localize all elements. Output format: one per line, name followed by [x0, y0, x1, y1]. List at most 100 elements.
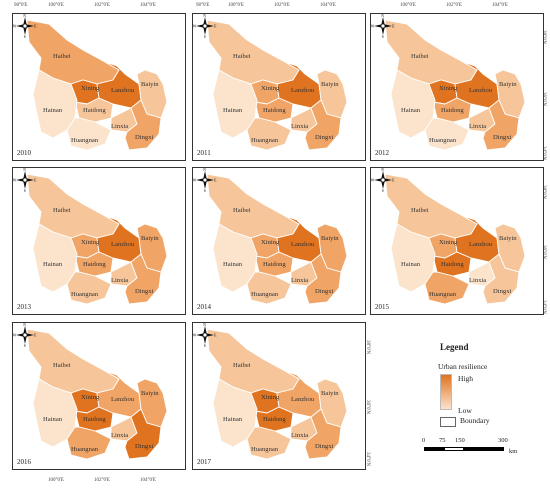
region-label: Lanzhou: [111, 87, 135, 94]
region-label: Hainan: [401, 261, 421, 268]
region-label: Hainan: [43, 107, 63, 114]
compass-e: E: [392, 178, 395, 182]
legend-boundary-label: Boundary: [460, 416, 490, 425]
lon-tick: 100°0'E: [48, 3, 64, 8]
scale-unit: km: [509, 448, 518, 455]
color-ramp: [440, 374, 452, 410]
region-label: Huangnan: [251, 291, 279, 298]
lon-tick: 104°0'E: [140, 3, 156, 8]
region-label: Haibei: [53, 207, 71, 214]
north-arrow-icon: N S E W: [193, 168, 217, 192]
compass-w: W: [13, 333, 17, 337]
region-label: Haibei: [411, 53, 429, 60]
region-label: Haidong: [441, 261, 464, 268]
boundary-swatch: [440, 417, 456, 427]
compass-w: W: [13, 178, 17, 182]
compass-w: W: [371, 24, 375, 28]
region-label: Hainan: [43, 416, 63, 423]
region-map: Haibei Xining Haidong Lanzhou Baiyin Hainan Li…: [26, 328, 168, 460]
region-label: Dingxi: [493, 134, 511, 141]
region-label: Linxia: [111, 277, 128, 284]
region-huangnan: [424, 271, 470, 305]
region-dingxi: [124, 253, 162, 305]
region-label: Haibei: [233, 53, 251, 60]
scale-label: 300: [498, 437, 508, 444]
lon-tick: 104°0'E: [320, 3, 336, 8]
compass-n: N: [203, 168, 206, 172]
legend-title: Legend: [440, 342, 469, 352]
compass-n: N: [381, 14, 384, 18]
region-label: Linxia: [291, 277, 308, 284]
scale-label: 75: [439, 437, 446, 444]
region-label: Hainan: [223, 416, 243, 423]
compass-e: E: [34, 24, 37, 28]
region-label: Lanzhou: [111, 396, 135, 403]
map-panel-2013: Haibei Xining Haidong Lanzhou Baiyin Hainan Li…: [12, 167, 186, 315]
region-map: Haibei Xining Haidong Lanzhou Baiyin Hainan Li…: [384, 19, 526, 151]
year-label: 2016: [17, 458, 31, 466]
region-label: Linxia: [469, 123, 486, 130]
region-huangnan: [424, 117, 470, 151]
region-label: Haibei: [411, 207, 429, 214]
region-label: Linxia: [291, 432, 308, 439]
legend-low-label: Low: [458, 406, 472, 415]
region-label: Baiyin: [499, 235, 517, 242]
map-panel-2010: Haibei Xining Haidong Lanzhou Baiyin Hainan Li…: [12, 13, 186, 161]
region-label: Haidong: [83, 416, 106, 423]
region-huangnan: [246, 117, 292, 151]
region-huangnan: [246, 426, 292, 460]
compass-n: N: [203, 14, 206, 18]
compass-s: S: [204, 344, 206, 347]
region-label: Linxia: [291, 123, 308, 130]
lon-tick: 102°0'E: [446, 3, 462, 8]
compass-s: S: [382, 189, 384, 192]
map-panel-2012: Haibei Xining Haidong Lanzhou Baiyin Hainan Li…: [370, 13, 544, 161]
lon-tick: 102°0'E: [94, 3, 110, 8]
region-label: Huangnan: [429, 291, 457, 298]
region-lanzhou: [96, 215, 142, 263]
region-dingxi: [124, 408, 162, 460]
scale-label: 150: [455, 437, 465, 444]
region-label: Xining: [261, 394, 280, 401]
region-dingxi: [482, 99, 520, 151]
region-label: Baiyin: [321, 235, 339, 242]
region-label: Dingxi: [135, 288, 153, 295]
scale-segment: [464, 447, 504, 451]
compass-n: N: [23, 168, 26, 172]
region-label: Hainan: [43, 261, 63, 268]
compass-s: S: [382, 35, 384, 38]
north-arrow-icon: N S E W: [13, 168, 37, 192]
compass-w: W: [193, 178, 197, 182]
legend-subtitle: Urban resilience: [438, 362, 488, 371]
region-label: Hainan: [401, 107, 421, 114]
lon-tick: 100°0'E: [400, 3, 416, 8]
region-label: Baiyin: [141, 390, 159, 397]
compass-e: E: [34, 333, 37, 337]
scale-bar: 0 75 150 300: [422, 437, 508, 451]
year-label: 2010: [17, 149, 31, 157]
region-map: Haibei Xining Haidong Lanzhou Baiyin Hainan Li…: [384, 173, 526, 305]
compass-e: E: [214, 24, 217, 28]
region-dingxi: [304, 99, 342, 151]
compass-n: N: [381, 168, 384, 172]
lon-tick: 98°0'E: [196, 3, 210, 8]
compass-s: S: [204, 35, 206, 38]
legend: Legend Urban resilience High Low Boundar…: [420, 340, 540, 460]
compass-s: S: [204, 189, 206, 192]
region-lanzhou: [96, 370, 142, 418]
region-label: Huangnan: [71, 291, 99, 298]
lon-tick: 104°0'E: [140, 478, 156, 483]
compass-w: W: [193, 333, 197, 337]
map-panel-2015: Haibei Xining Haidong Lanzhou Baiyin Hainan Li…: [370, 167, 544, 315]
lon-tick: 98°0'E: [14, 3, 28, 8]
region-label: Haidong: [83, 107, 106, 114]
region-label: Hainan: [223, 261, 243, 268]
region-label: Dingxi: [315, 288, 333, 295]
region-label: Hainan: [223, 107, 243, 114]
region-label: Lanzhou: [469, 241, 493, 248]
region-label: Lanzhou: [291, 396, 315, 403]
compass-w: W: [193, 24, 197, 28]
region-huangnan: [66, 117, 112, 151]
region-huangnan: [66, 426, 112, 460]
region-lanzhou: [454, 215, 500, 263]
